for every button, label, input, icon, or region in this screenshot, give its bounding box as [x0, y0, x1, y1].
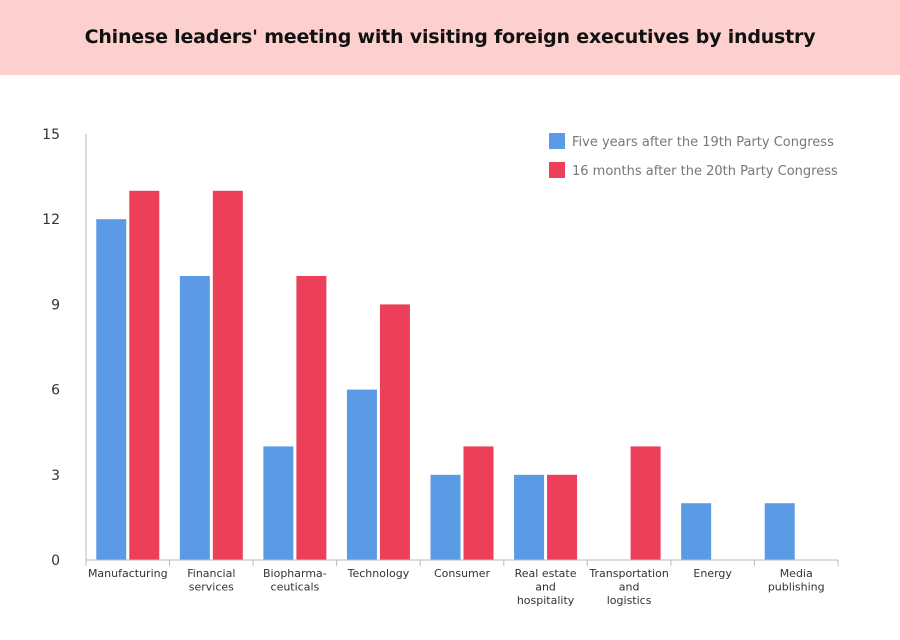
- x-tick-label: Financial services: [187, 567, 235, 594]
- x-tick-label: Consumer: [434, 567, 491, 580]
- bar-series-2: [630, 446, 661, 560]
- bar-series-2: [379, 304, 410, 560]
- x-tick-label: Real estate and hospitality: [515, 567, 577, 607]
- y-tick-label: 3: [51, 468, 60, 484]
- bar-series-1: [430, 474, 461, 560]
- bar-series-1: [514, 474, 545, 560]
- legend-label-1: Five years after the 19th Party Congress: [572, 135, 834, 150]
- bar-series-1: [764, 503, 795, 560]
- y-tick-label: 12: [42, 212, 60, 228]
- y-axis: 0 3 6 9 12 15: [42, 127, 87, 569]
- legend-swatch-1: [549, 133, 565, 149]
- bar-series-1: [263, 446, 294, 560]
- legend-label-2: 16 months after the 20th Party Congress: [572, 164, 838, 179]
- bars: [96, 190, 795, 561]
- x-tick-label: Energy: [693, 567, 732, 580]
- y-tick-label: 6: [51, 383, 60, 399]
- bar-series-1: [179, 276, 210, 560]
- bar-series-2: [547, 474, 578, 560]
- bar-series-2: [463, 446, 494, 560]
- bar-series-2: [212, 190, 243, 561]
- y-tick-label: 9: [51, 297, 60, 313]
- chart-title: Chinese leaders' meeting with visiting f…: [84, 26, 816, 48]
- bar-series-1: [346, 389, 377, 560]
- x-tick-label: Media publishing: [768, 567, 825, 594]
- bar-series-1: [96, 219, 127, 560]
- x-tick-label: Biopharma-ceuticals: [263, 567, 327, 594]
- x-tick-label: Manufacturing: [88, 567, 168, 580]
- legend-swatch-2: [549, 162, 565, 178]
- x-tick-label: Transportation and logistics: [588, 567, 668, 607]
- bar-series-1: [681, 503, 712, 560]
- x-tick-label: Technology: [347, 567, 410, 580]
- title-banner: [0, 0, 900, 75]
- legend: Five years after the 19th Party Congress…: [549, 133, 838, 179]
- bar-series-2: [296, 276, 327, 560]
- bar-series-2: [129, 190, 160, 561]
- x-axis: Manufacturing Financial services Biopharma-…: [85, 559, 839, 607]
- y-tick-label: 15: [42, 127, 60, 143]
- y-tick-label: 0: [51, 553, 60, 569]
